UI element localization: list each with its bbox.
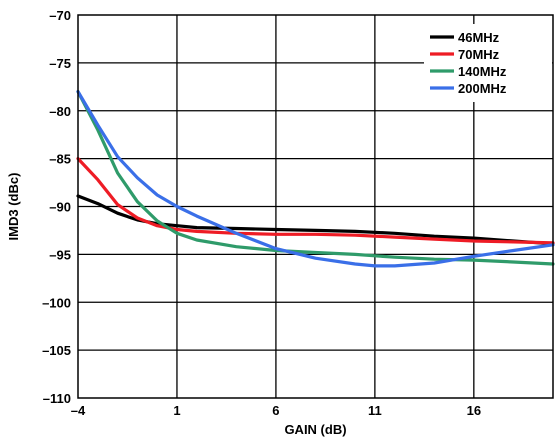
y-tick-label: –85: [49, 152, 71, 167]
x-tick-label: 1: [173, 403, 180, 418]
y-tick-label: –90: [49, 200, 71, 215]
legend: 46MHz 70MHz 140MHz 200MHz: [424, 24, 552, 102]
plot-frame: [77, 14, 554, 399]
x-tick-label: –4: [71, 403, 86, 418]
y-tick-label: –95: [49, 247, 71, 262]
y-axis-title: IMD3 (dBc): [6, 173, 21, 241]
y-tick-label: –75: [49, 56, 71, 71]
x-tick-label: 11: [368, 403, 382, 418]
legend-label: 46MHz: [458, 30, 500, 45]
x-axis-title: GAIN (dB): [284, 422, 346, 437]
legend-label: 140MHz: [458, 64, 507, 79]
series-line-46MHz: [76, 194, 555, 246]
y-tick-label: –100: [42, 295, 71, 310]
y-tick-label: –105: [42, 343, 71, 358]
x-tick-labels: –4 1 6 11 16: [71, 403, 481, 418]
series-line-70MHz: [76, 157, 555, 245]
y-tick-label: –70: [49, 8, 71, 23]
grid: [78, 15, 553, 398]
series-lines: [76, 89, 555, 268]
x-tick-label: 6: [272, 403, 279, 418]
x-tick-label: 16: [467, 403, 481, 418]
legend-label: 70MHz: [458, 47, 500, 62]
y-tick-labels: –70 –75 –80 –85 –90 –95 –100 –105 –110: [42, 8, 71, 406]
legend-label: 200MHz: [458, 81, 507, 96]
y-tick-label: –80: [49, 104, 71, 119]
y-tick-label: –110: [43, 391, 71, 406]
series-line-200MHz: [76, 89, 555, 268]
